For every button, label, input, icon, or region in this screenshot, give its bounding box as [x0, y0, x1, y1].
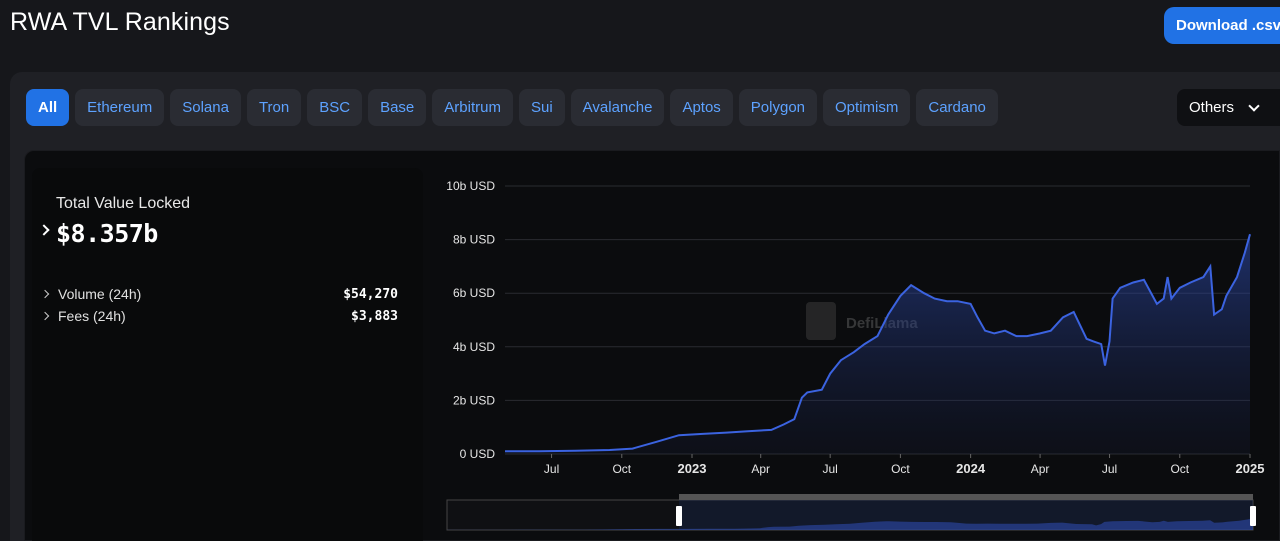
x-tick-label: 2024 [956, 461, 986, 476]
volume-row[interactable]: Volume (24h) $54,270 [40, 286, 398, 302]
others-label: Others [1189, 99, 1235, 116]
download-csv-button[interactable]: Download .csv [1164, 7, 1280, 44]
chain-tab-bsc[interactable]: BSC [307, 89, 363, 126]
chain-tab-all[interactable]: All [26, 89, 70, 126]
stats-panel [32, 168, 423, 541]
y-tick-label: 6b USD [453, 286, 495, 300]
fees-value: $3,883 [351, 308, 398, 324]
tvl-label: Total Value Locked [56, 195, 191, 212]
volume-label: Volume (24h) [58, 286, 142, 302]
chevron-right-icon [40, 311, 50, 321]
chain-tab-sui[interactable]: Sui [518, 89, 565, 126]
chain-tab-arbitrum[interactable]: Arbitrum [432, 89, 513, 126]
brush-mini-area [447, 518, 1253, 530]
x-axis: Jul Oct 2023 Apr Jul Oct 2024 Apr Jul Oct 2025 [544, 454, 1265, 476]
y-tick-label: 10b USD [446, 179, 495, 193]
chain-tab-avalanche[interactable]: Avalanche [570, 89, 665, 126]
x-tick-label: Oct [612, 462, 631, 476]
tvl-line [505, 233, 1251, 453]
brush-right-handle[interactable] [1250, 506, 1256, 526]
x-tick-label: Apr [751, 462, 770, 476]
chain-filter-bar: All Ethereum Solana Tron BSC Base Arbitrum Sui A… [26, 89, 998, 126]
chain-tab-tron[interactable]: Tron [246, 89, 302, 126]
y-tick-label: 2b USD [453, 393, 495, 407]
volume-value: $54,270 [343, 286, 398, 302]
fees-label: Fees (24h) [58, 308, 126, 324]
chain-tab-aptos[interactable]: Aptos [670, 89, 733, 126]
x-tick-label: Apr [1031, 462, 1050, 476]
tvl-value: $8.357b [56, 219, 158, 248]
y-tick-label: 4b USD [453, 340, 495, 354]
x-tick-label: Jul [1102, 462, 1117, 476]
chain-tab-cardano[interactable]: Cardano [916, 89, 998, 126]
chain-tab-base[interactable]: Base [368, 89, 427, 126]
x-tick-label: Oct [1170, 462, 1189, 476]
page-title: RWA TVL Rankings [10, 8, 230, 36]
chain-tab-polygon[interactable]: Polygon [738, 89, 818, 126]
x-tick-label: Jul [544, 462, 559, 476]
x-tick-label: 2025 [1236, 461, 1265, 476]
x-tick-label: 2023 [678, 461, 707, 476]
tvl-area [505, 234, 1250, 454]
chain-tab-ethereum[interactable]: Ethereum [75, 89, 165, 126]
chain-tab-solana[interactable]: Solana [170, 89, 241, 126]
x-tick-label: Oct [891, 462, 910, 476]
range-brush[interactable] [446, 494, 1256, 531]
llama-logo-icon [806, 302, 836, 340]
x-tick-label: Jul [823, 462, 838, 476]
y-tick-label: 0 USD [460, 447, 496, 461]
chevron-down-icon [1248, 99, 1260, 112]
chain-tab-optimism[interactable]: Optimism [823, 89, 911, 126]
fees-row[interactable]: Fees (24h) $3,883 [40, 308, 398, 324]
y-axis: 0 USD 2b USD 4b USD 6b USD 8b USD 10b USD [446, 179, 495, 461]
brush-left-handle[interactable] [676, 506, 682, 526]
y-tick-label: 8b USD [453, 233, 495, 247]
others-dropdown[interactable]: Others [1177, 89, 1280, 126]
brush-top-bar[interactable] [679, 494, 1253, 500]
chevron-right-icon [40, 289, 50, 299]
tvl-area-chart[interactable]: 0 USD 2b USD 4b USD 6b USD 8b USD 10b USD Jul… [430, 168, 1270, 541]
